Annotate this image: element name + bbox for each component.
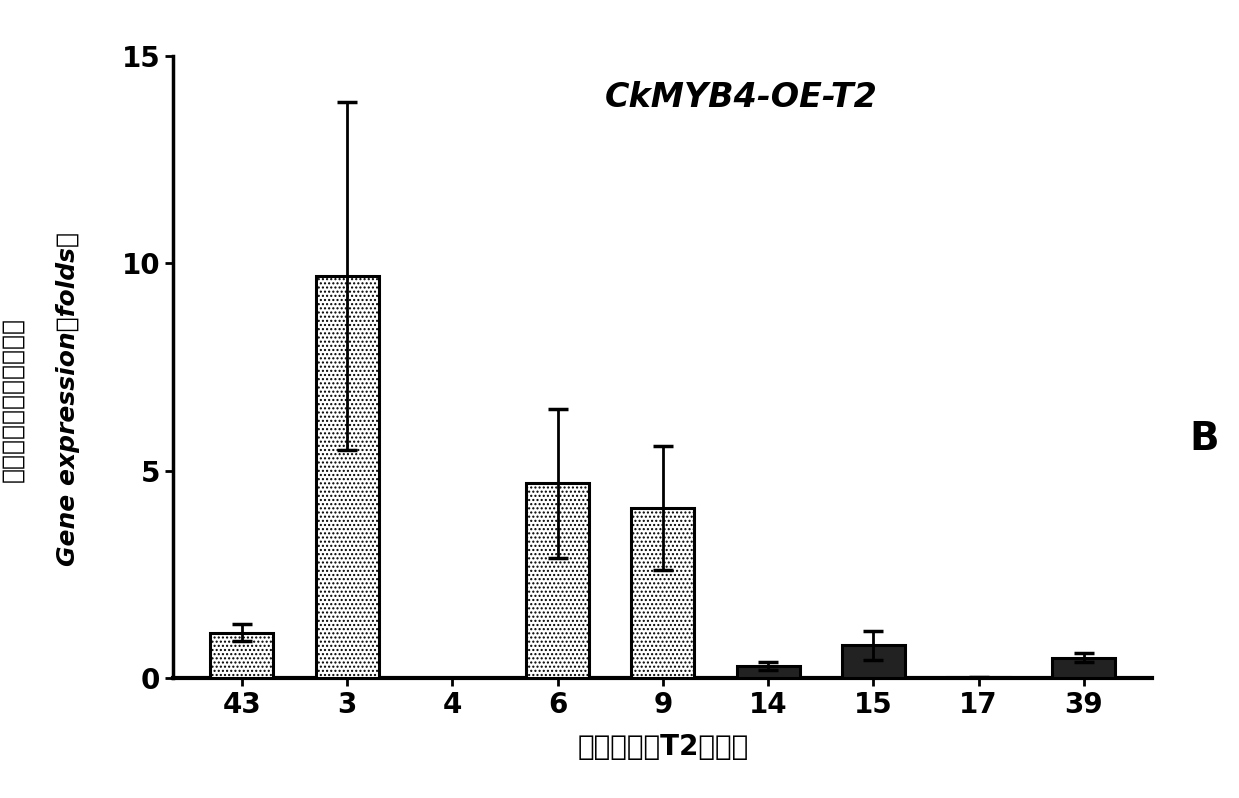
Bar [736,666,799,678]
Bar [1052,658,1115,678]
Bar [211,633,274,678]
Bar [632,508,694,678]
Bar [316,276,379,678]
Text: CkMYB4-OE-T2: CkMYB4-OE-T2 [605,81,877,114]
Bar [527,484,590,678]
Text: B: B [1189,420,1219,458]
Text: 基因相对表达量（倍数）: 基因相对表达量（倍数） [0,317,25,481]
Bar [841,645,904,678]
X-axis label: 转基因植物T2代株系: 转基因植物T2代株系 [577,733,748,761]
Text: Gene expression（folds）: Gene expression（folds） [56,232,81,566]
